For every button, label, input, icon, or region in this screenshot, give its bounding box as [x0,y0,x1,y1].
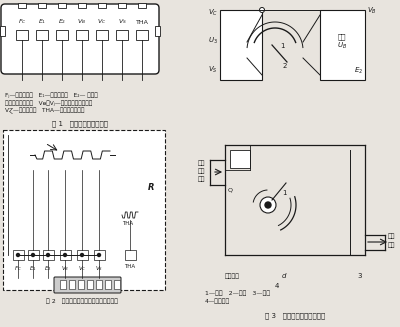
Text: d: d [282,273,286,279]
Circle shape [98,253,100,256]
Bar [77,250,88,260]
Text: 气滤: 气滤 [198,168,205,174]
Bar [78,280,84,289]
Text: $V_S$: $V_S$ [118,18,126,26]
Text: THA: THA [122,221,134,226]
Bar [116,30,128,40]
Bar [76,30,88,40]
Text: 4—旁通气道: 4—旁通气道 [205,299,230,304]
Bar [96,280,102,289]
Bar [36,30,48,40]
Text: $V_B$: $V_B$ [78,18,86,26]
Text: 1: 1 [280,43,284,49]
Bar [118,3,126,8]
Text: $E_2$: $E_2$ [354,66,363,76]
Text: $E_2$: $E_2$ [58,18,66,26]
Text: 图 1   空气流量计电线插头: 图 1 空气流量计电线插头 [52,120,108,127]
Bar [43,250,54,260]
Text: 量计及传感器接地   Vⱺ、Vⱼ—空气流量电位传感器: 量计及传感器接地 Vⱺ、Vⱼ—空气流量电位传感器 [5,100,92,106]
Text: VⱿ—电位计陡头   THA—空气温度传感器: VⱿ—电位计陡头 THA—空气温度传感器 [5,108,84,114]
Circle shape [80,253,84,256]
Bar [56,30,68,40]
Bar [98,3,106,8]
Circle shape [260,8,264,12]
Text: 图 3   空气流量计的工作原理: 图 3 空气流量计的工作原理 [265,312,325,318]
Text: $V_S$: $V_S$ [208,65,218,75]
Circle shape [46,253,50,256]
Text: $U_3$: $U_3$ [208,36,218,46]
Bar [220,10,262,80]
Text: Q: Q [228,188,233,193]
Text: 自空: 自空 [198,161,205,166]
Text: 动机: 动机 [388,242,396,248]
Text: $V_B$: $V_B$ [367,6,377,16]
Text: $F_C$: $F_C$ [14,264,22,273]
Bar [230,150,250,168]
Bar [58,3,66,8]
Text: $V_C$: $V_C$ [78,264,86,273]
Bar [114,280,120,289]
Bar [94,250,105,260]
Text: $U_B$: $U_B$ [337,41,347,51]
Bar [105,280,111,289]
Bar [0,26,5,36]
Text: Fⱼ—燃油泵开关   E₁—发动机接地   E₂— 空气流: Fⱼ—燃油泵开关 E₁—发动机接地 E₂— 空气流 [5,92,98,97]
Bar [155,26,160,36]
Circle shape [16,253,20,256]
Text: 至发: 至发 [388,233,396,239]
Text: 图 2   空气流量计内部线路与插座的连接: 图 2 空气流量计内部线路与插座的连接 [46,298,118,303]
Bar [69,280,75,289]
Text: R: R [148,183,154,192]
Text: $V_C$: $V_C$ [208,8,218,18]
Bar [125,250,136,260]
Text: 全关位置: 全关位置 [225,273,240,279]
Circle shape [64,253,66,256]
Bar [13,250,24,260]
FancyBboxPatch shape [1,4,159,74]
Bar [38,3,46,8]
Text: 2: 2 [283,63,287,69]
Text: $E_2$: $E_2$ [44,264,52,273]
Text: $E_1$: $E_1$ [38,18,46,26]
Text: 清器: 清器 [198,176,205,182]
Text: $V_B$: $V_B$ [61,264,69,273]
Bar [87,280,93,289]
Bar [138,3,146,8]
Text: $V_S$: $V_S$ [95,264,103,273]
Circle shape [260,197,276,213]
Bar [18,3,26,8]
Text: 1—滑臂   2—电阻   3—羼片: 1—滑臂 2—电阻 3—羼片 [205,290,270,296]
Circle shape [32,253,34,256]
Text: $F_C$: $F_C$ [18,18,26,26]
FancyBboxPatch shape [54,277,121,293]
Text: $V_C$: $V_C$ [97,18,107,26]
Text: 3: 3 [357,273,362,279]
Circle shape [265,202,271,208]
Bar [60,280,66,289]
Bar [16,30,28,40]
Bar [3,130,165,290]
Bar [60,250,71,260]
Text: $E_1$: $E_1$ [29,264,37,273]
Text: 4: 4 [275,283,279,289]
Bar [28,250,39,260]
Bar [320,10,365,80]
Bar [78,3,86,8]
Text: THA: THA [136,20,148,25]
Text: 电源: 电源 [338,33,346,40]
Bar [96,30,108,40]
Text: 1: 1 [282,190,286,196]
Text: THA: THA [124,264,136,269]
Bar [136,30,148,40]
